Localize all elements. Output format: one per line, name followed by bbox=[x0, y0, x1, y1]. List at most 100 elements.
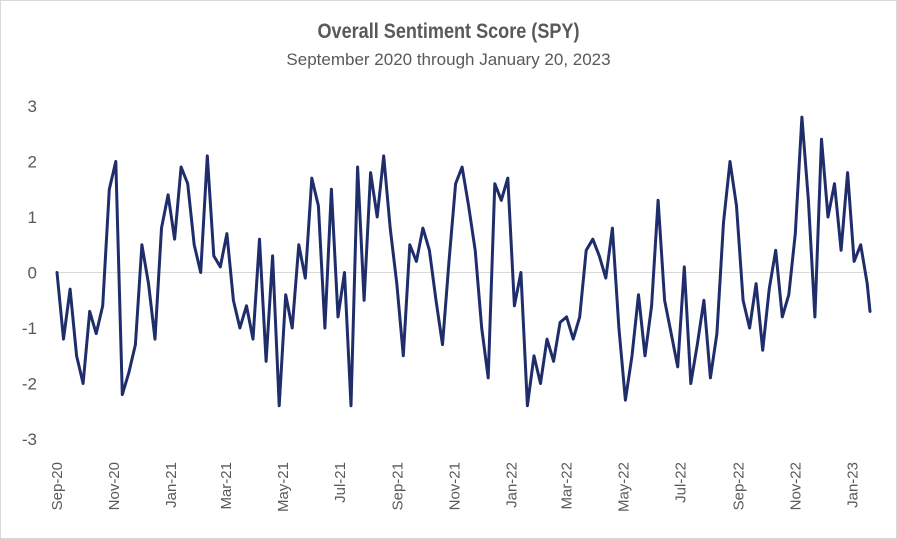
data-point bbox=[474, 249, 476, 251]
data-point bbox=[592, 238, 594, 240]
data-point bbox=[396, 283, 398, 285]
data-point bbox=[768, 288, 770, 290]
data-point bbox=[834, 183, 836, 185]
data-point bbox=[370, 172, 372, 174]
y-tick-label: -3 bbox=[22, 430, 37, 449]
data-point bbox=[115, 161, 117, 162]
data-point bbox=[428, 249, 430, 251]
data-point bbox=[409, 244, 411, 246]
data-point bbox=[840, 249, 842, 251]
data-point bbox=[285, 294, 287, 296]
data-point bbox=[128, 371, 130, 373]
data-point bbox=[847, 172, 849, 174]
data-point bbox=[167, 194, 169, 196]
data-point bbox=[56, 272, 58, 273]
data-point bbox=[624, 399, 626, 401]
data-point bbox=[520, 272, 522, 273]
data-point bbox=[259, 238, 261, 240]
data-point bbox=[533, 355, 535, 357]
data-point bbox=[147, 283, 149, 285]
data-point bbox=[670, 333, 672, 335]
data-point bbox=[814, 316, 816, 318]
data-point bbox=[343, 272, 345, 273]
data-point bbox=[435, 299, 437, 301]
data-point bbox=[141, 244, 143, 246]
data-point bbox=[860, 244, 862, 246]
data-point bbox=[638, 294, 640, 296]
y-tick-label: 1 bbox=[28, 208, 37, 227]
data-point bbox=[742, 299, 744, 301]
data-point bbox=[481, 327, 483, 329]
data-point bbox=[272, 255, 274, 257]
data-point bbox=[448, 260, 450, 262]
x-tick-label: Nov-21 bbox=[447, 462, 464, 510]
y-tick-label: -2 bbox=[22, 375, 37, 394]
data-point bbox=[494, 183, 496, 185]
data-point bbox=[455, 183, 457, 185]
data-point bbox=[200, 272, 202, 273]
x-tick-label: Jul-22 bbox=[673, 462, 690, 503]
data-point bbox=[781, 316, 783, 318]
data-point bbox=[827, 216, 829, 218]
data-point bbox=[500, 199, 502, 201]
x-axis-ticks: Sep-20 Nov-20 Jan-21 Mar-21 May-21 Jul-21 Sep-… bbox=[49, 462, 861, 512]
data-point bbox=[219, 266, 221, 268]
y-tick-label: 0 bbox=[28, 264, 37, 283]
data-point bbox=[703, 299, 705, 301]
series-points bbox=[56, 116, 871, 407]
data-point bbox=[677, 366, 679, 368]
data-point bbox=[252, 338, 254, 340]
x-tick-label: Jul-21 bbox=[332, 462, 349, 503]
x-tick-label: May-22 bbox=[616, 462, 633, 512]
data-point bbox=[729, 161, 731, 162]
data-point bbox=[644, 355, 646, 357]
data-point bbox=[265, 360, 267, 362]
data-point bbox=[89, 310, 91, 312]
data-point bbox=[278, 405, 280, 407]
data-point bbox=[174, 238, 176, 240]
data-point bbox=[736, 205, 738, 207]
data-point bbox=[245, 305, 247, 307]
data-point bbox=[193, 244, 195, 246]
data-point bbox=[820, 138, 822, 140]
data-point bbox=[402, 355, 404, 357]
y-tick-label: 3 bbox=[28, 97, 37, 116]
data-point bbox=[239, 327, 241, 329]
data-point bbox=[696, 344, 698, 346]
data-point bbox=[755, 283, 757, 285]
x-tick-label: Mar-22 bbox=[559, 462, 576, 510]
y-tick-label: -1 bbox=[22, 319, 37, 338]
data-point bbox=[566, 316, 568, 318]
data-point bbox=[180, 166, 182, 168]
data-point bbox=[69, 288, 71, 290]
data-point bbox=[187, 183, 189, 185]
data-point bbox=[722, 222, 724, 224]
data-point bbox=[350, 405, 352, 407]
data-point bbox=[468, 205, 470, 207]
data-point bbox=[487, 377, 489, 379]
data-point bbox=[441, 344, 443, 346]
x-tick-label: Sep-20 bbox=[49, 462, 66, 510]
data-point bbox=[801, 116, 803, 118]
data-point bbox=[461, 166, 463, 168]
data-point bbox=[311, 177, 313, 179]
data-point bbox=[383, 155, 385, 157]
data-point bbox=[513, 305, 515, 307]
data-point bbox=[154, 338, 156, 340]
data-point bbox=[82, 383, 84, 384]
data-point bbox=[559, 321, 561, 323]
x-tick-label: Jan-23 bbox=[844, 462, 861, 508]
data-point bbox=[298, 244, 300, 246]
data-point bbox=[422, 227, 424, 229]
data-point bbox=[232, 299, 234, 301]
data-point bbox=[775, 249, 777, 251]
data-point bbox=[716, 333, 718, 335]
x-tick-label: Jan-22 bbox=[504, 462, 521, 508]
data-point bbox=[76, 355, 78, 357]
x-tick-label: Jan-21 bbox=[163, 462, 180, 508]
data-point bbox=[206, 155, 208, 157]
data-point bbox=[507, 177, 509, 179]
data-point bbox=[102, 305, 104, 307]
x-tick-label: Sep-21 bbox=[390, 462, 407, 510]
x-tick-label: Nov-20 bbox=[106, 462, 123, 510]
